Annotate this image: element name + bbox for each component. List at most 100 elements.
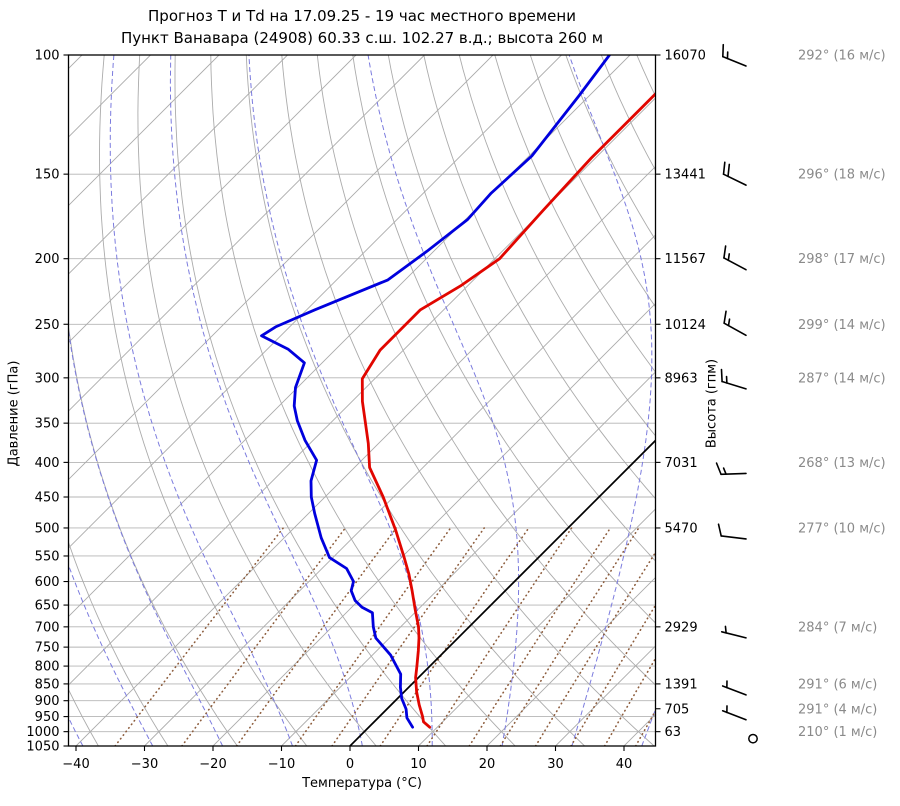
chart-subtitle: Пункт Ванавара (24908) 60.33 с.ш. 102.27… xyxy=(120,29,604,47)
dry-adiabat-line xyxy=(68,55,238,746)
isotherm-gridlines xyxy=(68,55,656,746)
temperature-tick-label: 10 xyxy=(410,757,427,772)
chart-title: Прогноз Т и Td на 17.09.25 - 19 час мест… xyxy=(148,7,576,25)
dry-adiabat-line xyxy=(600,55,656,172)
pressure-tick-label: 350 xyxy=(35,417,60,432)
pressure-tick-label: 200 xyxy=(35,252,60,267)
calm-wind-icon xyxy=(748,733,758,744)
temperature-axis: −40 −30 −20 −10 0 10 20 30 40 xyxy=(62,746,632,772)
barb-full-feather xyxy=(727,163,731,178)
isotherm-line xyxy=(68,55,220,207)
isotherm-line xyxy=(418,508,656,746)
pressure-tick-label: 100 xyxy=(35,49,60,64)
pressure-tick-label: 850 xyxy=(35,677,60,692)
mixing-ratio-line xyxy=(294,527,452,746)
barb-full-feather xyxy=(723,245,727,259)
barb-full-feather xyxy=(723,310,727,324)
height-tick-label: 11567 xyxy=(665,252,706,267)
dry-adiabat-line xyxy=(68,541,169,746)
pressure-tick-label: 150 xyxy=(35,168,60,183)
wind-barb xyxy=(748,733,758,744)
pressure-tick-label: 700 xyxy=(35,620,60,635)
barb-half-feather xyxy=(727,318,731,327)
wind-label: 268° (13 м/с) xyxy=(798,456,886,471)
pressure-tick-label: 650 xyxy=(35,599,60,614)
moist-adiabat-line xyxy=(248,55,433,746)
barb-staff xyxy=(723,322,747,337)
pressure-tick-label: 400 xyxy=(35,456,60,471)
wind-barb xyxy=(720,625,747,639)
wind-barb xyxy=(723,310,747,337)
moist-adiabat-line xyxy=(169,55,363,746)
temperature-curve xyxy=(360,91,656,729)
barb-staff xyxy=(720,472,747,476)
isotherm-line xyxy=(68,55,425,412)
mixing-ratio-line xyxy=(114,527,285,746)
mixing-ratio-line xyxy=(570,603,656,746)
dry-adiabat-line xyxy=(245,55,585,746)
barb-staff xyxy=(723,257,747,271)
mixing-ratio-line xyxy=(181,527,347,746)
height-tick-label: 10124 xyxy=(665,318,706,333)
dry-adiabat-line xyxy=(387,55,656,562)
temperature-tick-label: −10 xyxy=(268,757,295,772)
dry-adiabat-line xyxy=(529,55,656,308)
barb-staff xyxy=(721,380,747,390)
barb-full-feather xyxy=(722,161,726,175)
isotherm-line xyxy=(75,165,656,746)
isotherm-line xyxy=(486,576,656,746)
height-tick-label: 7031 xyxy=(665,456,698,471)
pressure-tick-label: 1000 xyxy=(26,725,59,740)
isotherm-line xyxy=(68,55,288,275)
wind-label: 287° (14 м/с) xyxy=(798,371,886,386)
pressure-tick-label: 500 xyxy=(35,521,60,536)
height-tick-label: 1391 xyxy=(665,677,698,692)
barb-full-feather xyxy=(720,368,723,383)
moist-adiabat-line xyxy=(0,55,13,746)
temperature-tick-label: 20 xyxy=(479,757,496,772)
height-tick-label: 8963 xyxy=(665,371,698,386)
isotherm-line xyxy=(144,234,656,746)
moist-adiabat-line xyxy=(109,55,293,746)
mixing-ratio-lines xyxy=(114,527,656,746)
wind-barb xyxy=(722,43,747,67)
dry-adiabat-line xyxy=(137,55,377,746)
temperature-axis-label: Температура (°C) xyxy=(302,776,422,791)
barb-staff xyxy=(722,173,747,186)
isotherm-line xyxy=(68,55,151,138)
zero-isotherm-line xyxy=(349,439,656,746)
pressure-tick-label: 800 xyxy=(35,660,60,675)
dry-adiabat-line xyxy=(494,55,656,373)
wind-barb xyxy=(723,245,747,271)
height-tick-label: 705 xyxy=(665,702,690,717)
isotherm-line xyxy=(68,55,562,549)
wind-label: 298° (17 м/с) xyxy=(798,252,886,267)
temperature-tick-label: −20 xyxy=(199,757,226,772)
temperature-tick-label: −30 xyxy=(131,757,158,772)
dry-adiabat-line xyxy=(636,55,656,98)
mixing-ratio-line xyxy=(499,527,640,746)
temperature-tick-label: 30 xyxy=(547,757,564,772)
pressure-tick-label: 750 xyxy=(35,641,60,656)
mixing-ratio-line xyxy=(331,527,486,746)
dry-adiabat-line xyxy=(352,55,656,624)
mixing-ratio-line xyxy=(379,527,530,746)
isotherm-line xyxy=(212,302,656,746)
dry-adiabat-line xyxy=(423,55,656,500)
isotherm-line xyxy=(68,55,357,344)
wind-barb xyxy=(717,523,747,540)
barb-half-feather xyxy=(724,625,727,634)
temperature-tick-label: −40 xyxy=(62,757,89,772)
wind-label: 296° (18 м/с) xyxy=(798,168,886,183)
isotherm-line xyxy=(68,97,656,686)
plot-frame xyxy=(67,54,657,747)
height-tick-label: 2929 xyxy=(665,620,698,635)
moist-adiabat-line xyxy=(641,708,656,746)
wind-barbs: 292° (16 м/с) 296° (18 м/с) 298° (17 м/с) 2… xyxy=(715,43,886,744)
pressure-tick-label: 950 xyxy=(35,710,60,725)
dry-adiabat-line xyxy=(99,55,308,746)
wind-label: 292° (16 м/с) xyxy=(798,49,886,64)
isotherm-line xyxy=(623,713,656,746)
wind-label: 291° (6 м/с) xyxy=(798,677,877,692)
dry-adiabat-line xyxy=(458,55,656,437)
